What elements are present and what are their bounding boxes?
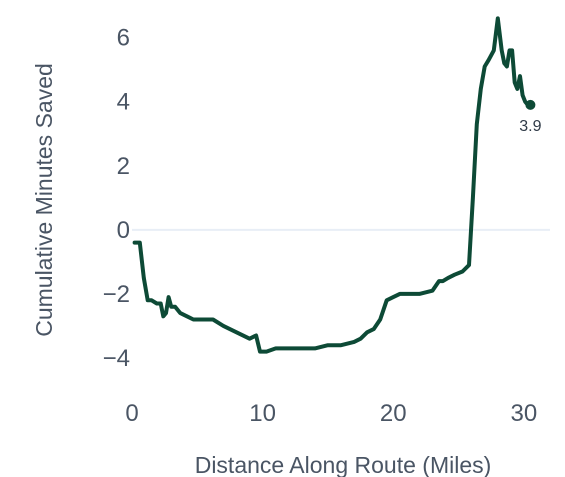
y-tick-label: 2 (117, 153, 130, 180)
y-tick-label: 6 (117, 25, 130, 52)
series-line (132, 16, 533, 354)
y-tick-label: 4 (117, 89, 130, 116)
x-tick-label: 30 (511, 400, 538, 427)
x-tick-label: 20 (380, 400, 407, 427)
x-tick-label: 0 (125, 400, 138, 427)
y-tick-label: 0 (117, 217, 130, 244)
y-axis-title: Cumulative Minutes Saved (31, 63, 57, 337)
y-tick-label: −2 (103, 281, 130, 308)
x-tick-label: 10 (249, 400, 276, 427)
y-tick-label: −4 (103, 345, 130, 372)
end-point-marker (525, 99, 536, 110)
end-point-label: 3.9 (519, 118, 541, 135)
y-axis-ticks: 6 4 2 0 −2 −4 (103, 25, 130, 372)
x-axis-title: Distance Along Route (Miles) (195, 452, 492, 477)
plot-area: 3.9 (132, 16, 550, 354)
x-axis-ticks: 0 10 20 30 (125, 400, 537, 427)
